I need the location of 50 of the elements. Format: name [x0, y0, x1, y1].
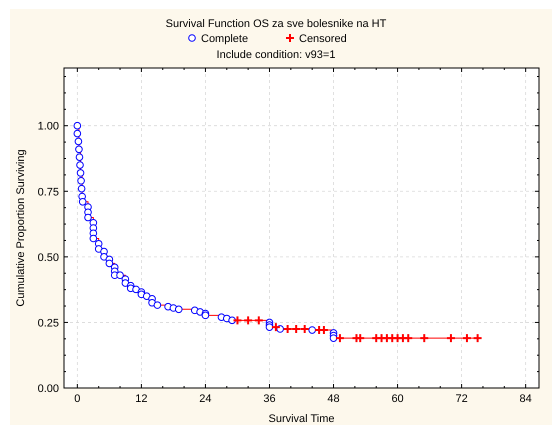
point	[300, 324, 310, 334]
point	[76, 153, 84, 161]
point	[142, 292, 151, 300]
y-tick-label: 0.25	[38, 317, 59, 330]
legend-label: Censored	[299, 33, 347, 45]
y-axis-title: Cumulative Proportion Surviving	[15, 149, 27, 307]
x-tick-label: 84	[520, 393, 532, 405]
point	[154, 301, 162, 309]
point	[403, 333, 414, 344]
point	[116, 271, 124, 280]
chart-subtitle: Include condition: v93=1	[216, 49, 336, 61]
point	[308, 326, 316, 334]
x-tick-label: 72	[455, 393, 468, 405]
point	[462, 333, 472, 344]
chart-title: Survival Function OS za sve bolesnike na HT	[166, 18, 387, 30]
y-tick-label: 0.00	[38, 383, 59, 395]
point	[78, 184, 86, 192]
point	[291, 324, 302, 334]
point	[330, 334, 338, 342]
x-tick-label: 12	[135, 393, 148, 405]
x-tick-label: 36	[263, 393, 276, 405]
point	[446, 333, 456, 344]
x-tick-label: 48	[327, 393, 340, 405]
x-tick-label: 60	[391, 393, 404, 405]
point	[74, 138, 82, 146]
point	[74, 122, 82, 130]
point	[75, 146, 83, 154]
point	[106, 260, 114, 268]
y-tick-label: 0.75	[38, 186, 59, 198]
point	[270, 322, 281, 332]
y-tick-label: 0.50	[38, 252, 59, 264]
point	[76, 161, 84, 169]
point	[174, 306, 183, 314]
point	[334, 333, 345, 344]
point	[90, 234, 98, 242]
x-tick-label: 24	[199, 393, 212, 405]
point	[76, 169, 84, 177]
x-axis-title: Survival Time	[268, 413, 335, 425]
y-tick-label: 1.00	[38, 120, 59, 133]
point	[77, 176, 85, 185]
point	[78, 198, 86, 206]
point	[282, 324, 293, 334]
point	[74, 130, 82, 138]
point	[243, 315, 254, 326]
x-tick-label: 0	[74, 393, 80, 405]
point	[232, 315, 242, 326]
point	[254, 315, 264, 326]
point	[419, 333, 430, 344]
point	[84, 214, 92, 222]
legend-label: Complete	[201, 33, 248, 45]
